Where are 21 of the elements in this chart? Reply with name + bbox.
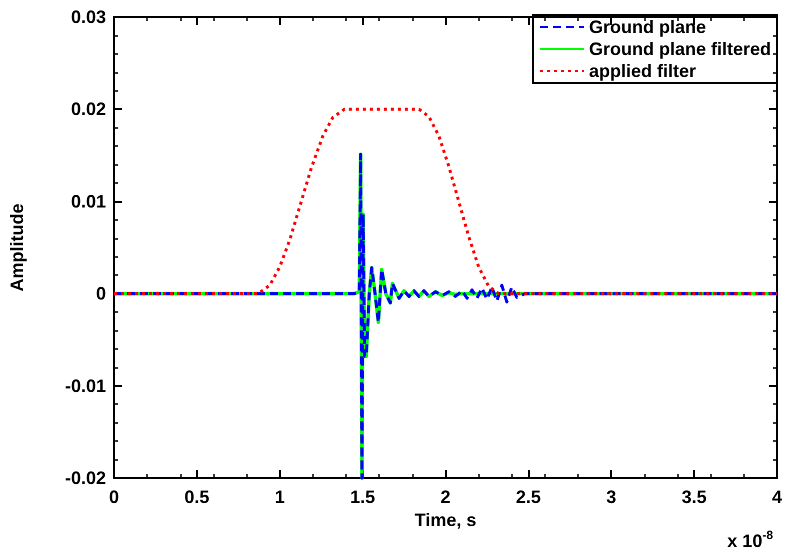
x-axis-title: Time, s — [414, 510, 476, 530]
y-tick-label: -0.02 — [64, 468, 106, 488]
x-tick-label: 0.5 — [184, 487, 210, 507]
x-tick-label: 0 — [108, 487, 120, 507]
legend-label: Ground plane — [588, 17, 706, 37]
x-tick-label: 3 — [606, 487, 616, 507]
line-series — [112, 108, 778, 296]
y-tick-label: 0.02 — [70, 99, 106, 120]
x-tick-label: 2.5 — [516, 487, 541, 507]
x-tick-label: 2 — [440, 487, 451, 507]
y-tick-label: -0.01 — [64, 376, 106, 396]
y-axis-title: Amplitude — [7, 204, 27, 292]
x-tick-label: 4 — [772, 487, 782, 507]
legend-label: Ground plane filtered — [588, 39, 772, 59]
y-tick-label: 0 — [96, 284, 106, 304]
legend-label: applied filter — [588, 61, 696, 81]
x-tick-label: 1.5 — [350, 487, 376, 507]
x-tick-label: 3.5 — [682, 487, 707, 507]
y-tick-label: 0.01 — [70, 191, 106, 212]
y-tick-label: 0.03 — [70, 7, 106, 27]
x-tick-label: 1 — [274, 487, 285, 507]
